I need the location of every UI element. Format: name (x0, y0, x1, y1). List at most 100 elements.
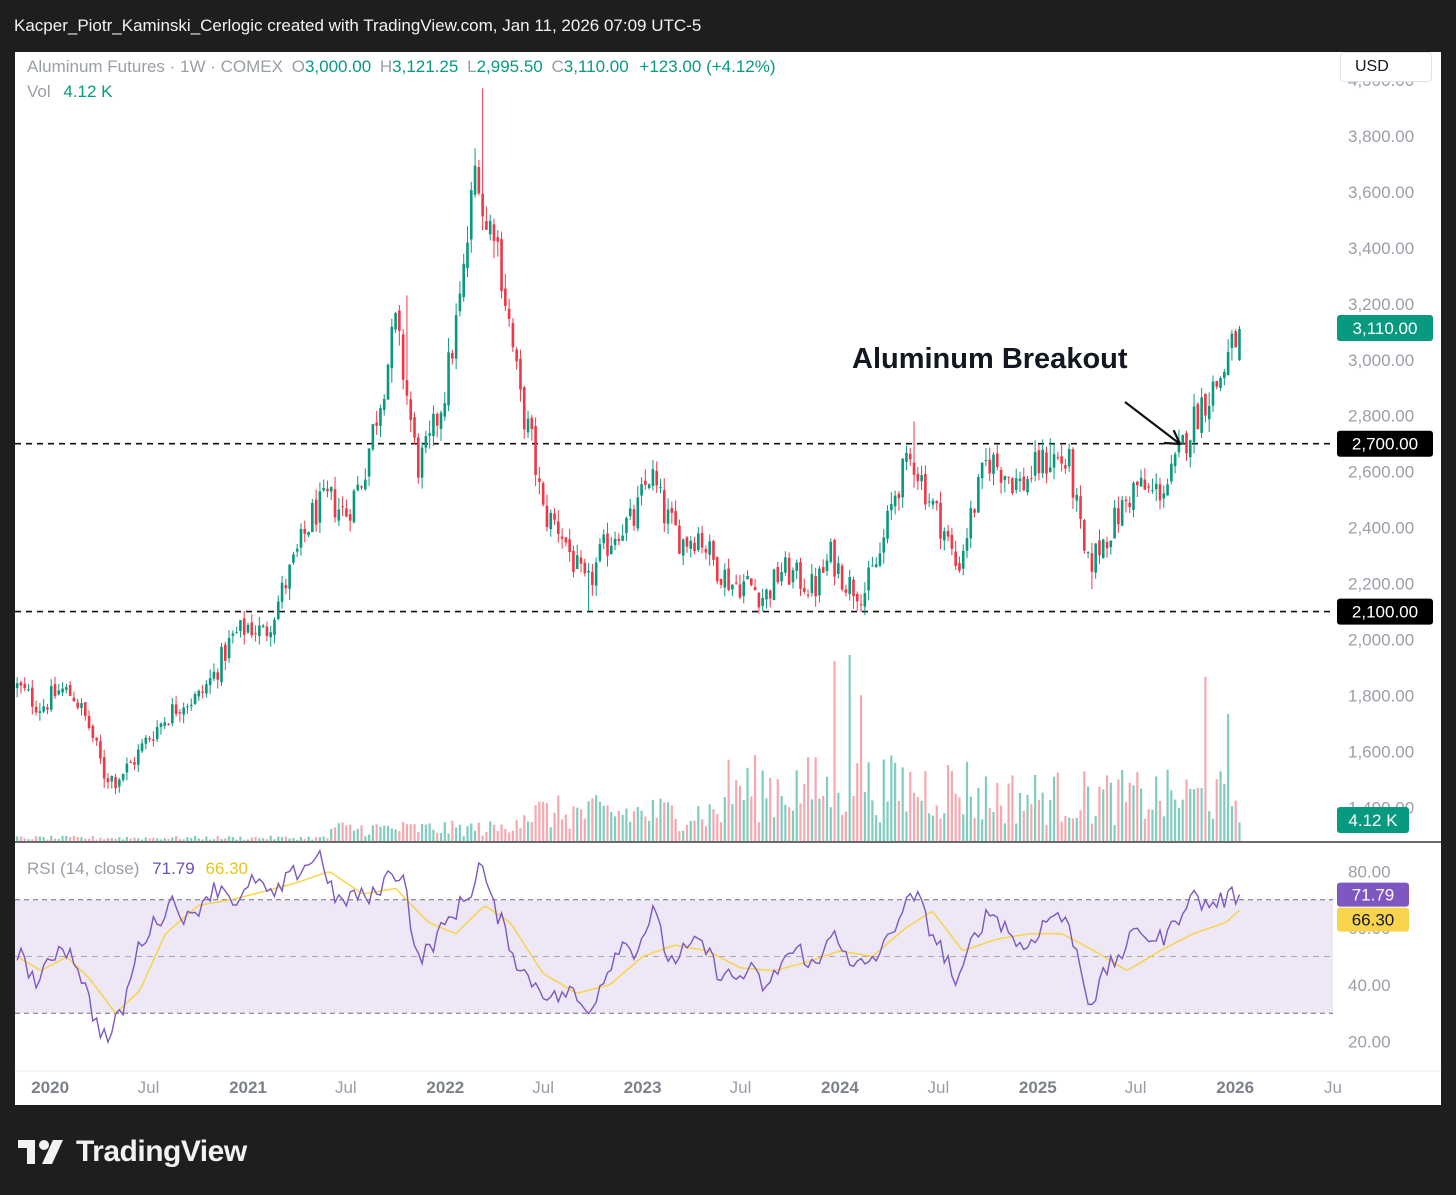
candle-body (829, 541, 833, 562)
candle-body (382, 398, 386, 410)
candle-body (178, 712, 182, 714)
volume-bar (655, 817, 658, 841)
candle-body (693, 542, 696, 552)
candle-body (727, 568, 730, 590)
volume-bar (250, 837, 253, 841)
volume-bar (235, 839, 238, 841)
volume-bar (950, 771, 953, 841)
volume-bar (409, 824, 412, 841)
volume-bar (345, 825, 348, 841)
candle-body (129, 762, 132, 764)
volume-bar (178, 839, 181, 841)
volume-bar (519, 827, 522, 841)
price-axis-tick: 3,800.00 (1348, 127, 1414, 146)
breakout-annotation[interactable]: Aluminum Breakout (852, 343, 1128, 375)
volume-bar (897, 801, 900, 841)
candle-body (34, 706, 38, 713)
candle-body (443, 403, 447, 417)
volume-bar (296, 839, 299, 841)
time-axis-tick: 2020 (31, 1078, 69, 1097)
candle-body (1132, 482, 1135, 510)
candle-body (723, 569, 727, 588)
candle-body (144, 737, 148, 744)
candle-body (848, 576, 851, 595)
candle-body (1037, 450, 1041, 474)
candle-body (712, 540, 715, 560)
volume-bar (576, 807, 579, 841)
candle-body (715, 557, 719, 582)
candle-body (969, 507, 973, 539)
rsi-last-label-bg (1337, 882, 1409, 907)
candle-body (640, 484, 643, 496)
candle-body (57, 690, 61, 695)
candle-body (1045, 452, 1048, 474)
candle-body (205, 684, 208, 694)
volume-bar (856, 763, 859, 841)
volume-bar (890, 755, 893, 841)
chart-canvas[interactable]: 4,000.003,800.003,600.003,400.003,200.00… (15, 52, 1441, 1105)
candle-body (398, 310, 401, 331)
candle-body (1238, 328, 1241, 360)
candle-body (802, 587, 806, 592)
candle-body (859, 604, 863, 606)
volume-bar (606, 805, 609, 841)
candle-body (1181, 435, 1185, 444)
volume-bar (863, 792, 866, 841)
change-value: +123.00 (+4.12%) (639, 57, 776, 76)
candle-body (23, 684, 27, 689)
volume-bar (924, 771, 927, 841)
volume-bar (511, 830, 514, 841)
volume-bar (1079, 810, 1082, 841)
candle-body (992, 454, 995, 474)
volume-bar (190, 837, 193, 841)
volume-bar (678, 831, 681, 841)
volume-bar (1208, 811, 1211, 841)
volume-bar (1128, 782, 1131, 841)
volume-bar (1015, 823, 1018, 841)
volume-bar (791, 810, 795, 841)
volume-bar (894, 762, 897, 841)
volume-bar (307, 836, 310, 841)
candle-body (927, 501, 931, 503)
volume-bar (1011, 775, 1014, 841)
candle-body (1170, 463, 1173, 482)
candle-body (776, 567, 780, 583)
volume-bar (159, 839, 163, 841)
volume-bar (193, 835, 197, 841)
volume-bar (750, 796, 753, 841)
candle-body (700, 532, 704, 548)
candle-body (893, 495, 897, 507)
candle-body (644, 480, 647, 485)
candle-body (186, 706, 189, 708)
candle-body (197, 690, 201, 697)
rsi-label[interactable]: RSI (14, close) (27, 859, 140, 878)
volume-bar (515, 819, 518, 841)
candle-body (30, 687, 34, 707)
volume-bar (330, 828, 333, 841)
time-axis-tick: 2025 (1019, 1078, 1057, 1097)
volume-bar (265, 839, 269, 841)
candle-body (246, 624, 250, 633)
candle-body (920, 475, 923, 482)
level-label-2100-bg (1337, 598, 1433, 625)
candle-body (886, 510, 889, 539)
rsi-legend-value: 71.79 (152, 859, 195, 878)
currency-button[interactable]: USD (1340, 52, 1432, 82)
candle-body (208, 678, 212, 686)
volume-bar (841, 814, 844, 841)
volume-bar (545, 803, 549, 841)
volume-bar (125, 837, 129, 841)
candle-body (189, 704, 193, 707)
candle-body (833, 540, 836, 577)
volume-bar (1034, 774, 1037, 841)
candle-body (311, 502, 314, 533)
volume-bar (795, 770, 798, 841)
candle-body (159, 723, 163, 728)
candle-body (746, 576, 749, 580)
candle-body (1022, 476, 1026, 491)
volume-bar (69, 836, 72, 841)
volume-bar (988, 808, 991, 841)
symbol-title[interactable]: Aluminum Futures · 1W · COMEX (27, 57, 283, 76)
candle-body (750, 578, 753, 586)
candle-body (269, 632, 273, 638)
